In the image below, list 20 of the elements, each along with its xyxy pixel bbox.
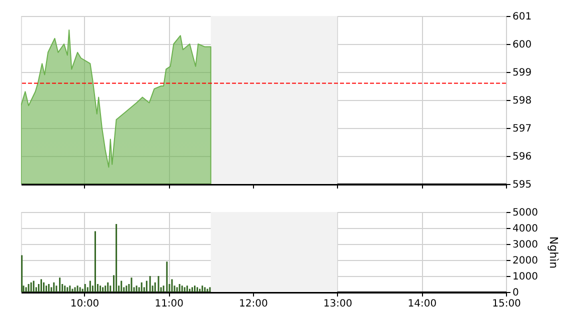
y-tick-label: 4000 [512,224,538,234]
y-tick-label: 2000 [512,256,538,266]
x-tick-label: 15:00 [492,298,521,310]
y-tick-label: 597 [512,124,532,134]
x-tick-label: 12:00 [239,298,268,310]
y-tick-label: 598 [512,96,532,106]
y-tick-label: 600 [512,40,532,50]
y-tick-label: 3000 [512,240,538,250]
x-tick-label: 10:00 [70,298,100,310]
y-tick-label: 1000 [512,272,538,282]
x-tick-label: 11:00 [154,298,184,310]
y-axis-title: Nghìn [546,236,560,269]
y-tick-label: 5000 [512,208,538,218]
y-tick-label: 599 [512,68,532,78]
x-tick-label: 14:00 [408,298,437,310]
x-tick-label: 13:00 [323,298,352,310]
y-tick-label: 596 [512,152,532,162]
y-tick-label: 595 [512,180,532,190]
y-tick-label: 601 [512,12,532,22]
y-tick-label: 0 [512,288,519,298]
